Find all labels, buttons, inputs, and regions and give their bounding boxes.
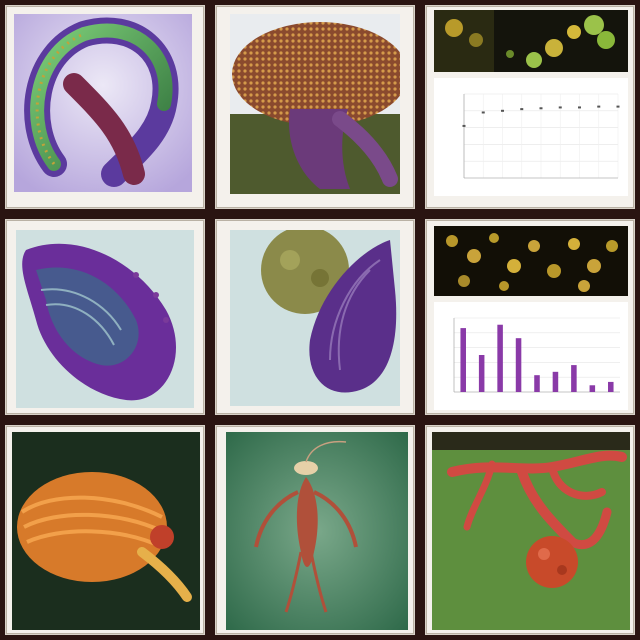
olive-bulb-illustration	[230, 230, 400, 406]
microscopy-photo	[434, 10, 628, 72]
mushroom-illustration	[230, 14, 400, 194]
panel-violet-organ[interactable]	[5, 219, 205, 415]
line-chart	[434, 78, 628, 196]
red-coral-illustration	[432, 432, 630, 630]
panel-orange-coral[interactable]	[5, 425, 205, 635]
panel-microscopy-bar-chart[interactable]	[425, 219, 635, 415]
panel-microscopy-line-chart[interactable]	[425, 5, 635, 209]
microscopy-photo-2	[434, 226, 628, 296]
line-chart-point	[501, 109, 504, 112]
line-chart-point	[578, 106, 581, 109]
violet-organ-illustration	[16, 230, 194, 408]
bar-chart-bar	[534, 375, 540, 392]
line-chart-point	[481, 111, 485, 114]
bar-chart-svg	[434, 302, 628, 410]
red-crustacean-illustration	[226, 432, 408, 630]
bar-chart-bar	[571, 365, 577, 392]
bar-chart-bar	[497, 324, 503, 392]
bar-chart-bar	[515, 338, 522, 392]
line-chart-point	[616, 105, 620, 108]
line-chart-point	[539, 107, 543, 110]
serpent-illustration	[14, 14, 192, 192]
line-chart-point	[462, 124, 466, 127]
bar-chart-bar	[478, 355, 485, 392]
line-chart-point	[520, 108, 524, 111]
bar-chart-bar	[460, 328, 466, 392]
line-chart-svg	[434, 78, 628, 196]
bar-chart-bar	[589, 385, 596, 392]
panel-red-crustacean[interactable]	[215, 425, 415, 635]
panel-red-branching-coral[interactable]	[425, 425, 635, 635]
bar-chart	[434, 302, 628, 410]
line-chart-point	[558, 106, 562, 109]
line-chart-point	[597, 105, 601, 108]
bar-chart-bar	[552, 371, 559, 392]
orange-coral-illustration	[12, 432, 200, 630]
panel-purple-serpent[interactable]	[5, 5, 205, 209]
bar-chart-bar	[608, 381, 614, 392]
panel-olive-bulb-violet-organ[interactable]	[215, 219, 415, 415]
panel-mushroom-cap[interactable]	[215, 5, 415, 209]
